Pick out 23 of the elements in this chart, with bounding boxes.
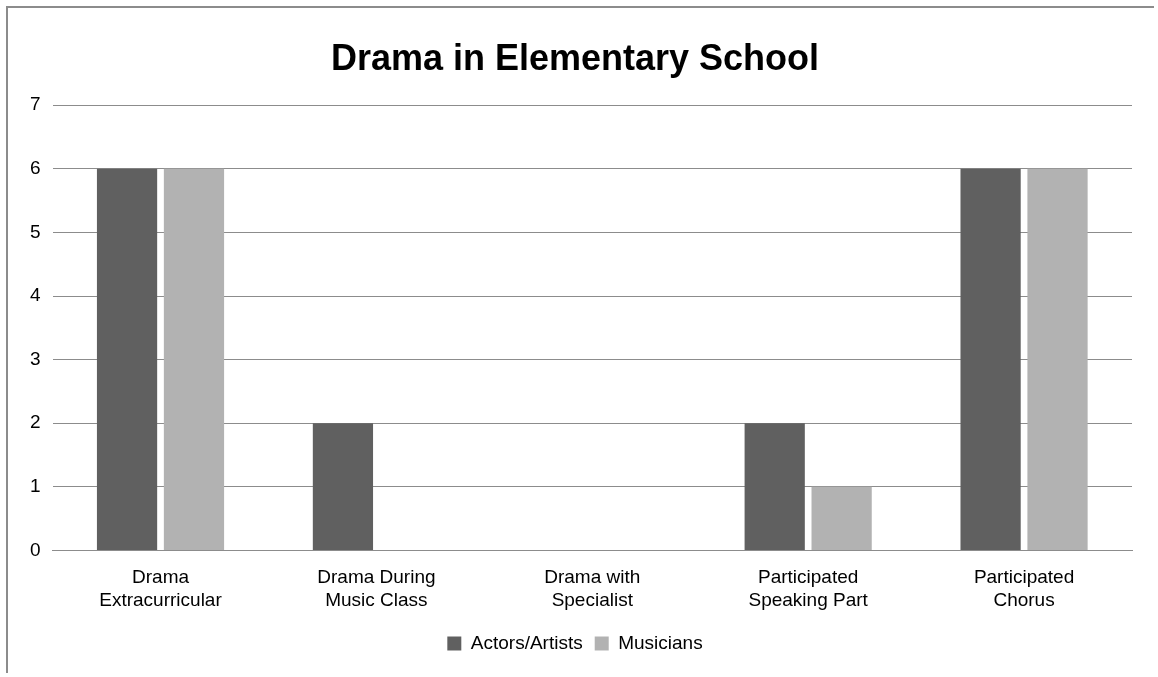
y-tick-label: 7 (29, 93, 41, 115)
bar (960, 168, 1021, 550)
y-tick-label: 6 (29, 157, 41, 179)
x-tick-label: Participated Speaking Part (748, 566, 869, 610)
bar (163, 168, 225, 550)
legend-label: Musicians (618, 631, 703, 653)
legend-label: Actors/Artists (470, 631, 583, 653)
x-tick-label: Participated Chorus (973, 566, 1075, 610)
y-tick-label: 5 (29, 220, 41, 242)
y-tick-label: 3 (29, 347, 41, 369)
bar (312, 423, 374, 550)
bar (1027, 168, 1088, 550)
x-tick-label: Drama Extracurricular (99, 566, 223, 610)
y-tick-label: 1 (29, 475, 41, 497)
x-tick-label: Drama with Specialist (544, 566, 641, 610)
bar (811, 486, 872, 550)
chart-title: Drama in Elementary School (330, 36, 820, 78)
y-tick-label: 2 (29, 411, 41, 433)
x-tick-label: Drama During Music Class (317, 566, 436, 610)
y-tick-label: 4 (29, 284, 41, 306)
y-tick-label: 0 (29, 538, 41, 560)
bar (96, 168, 158, 550)
bar (744, 423, 805, 550)
